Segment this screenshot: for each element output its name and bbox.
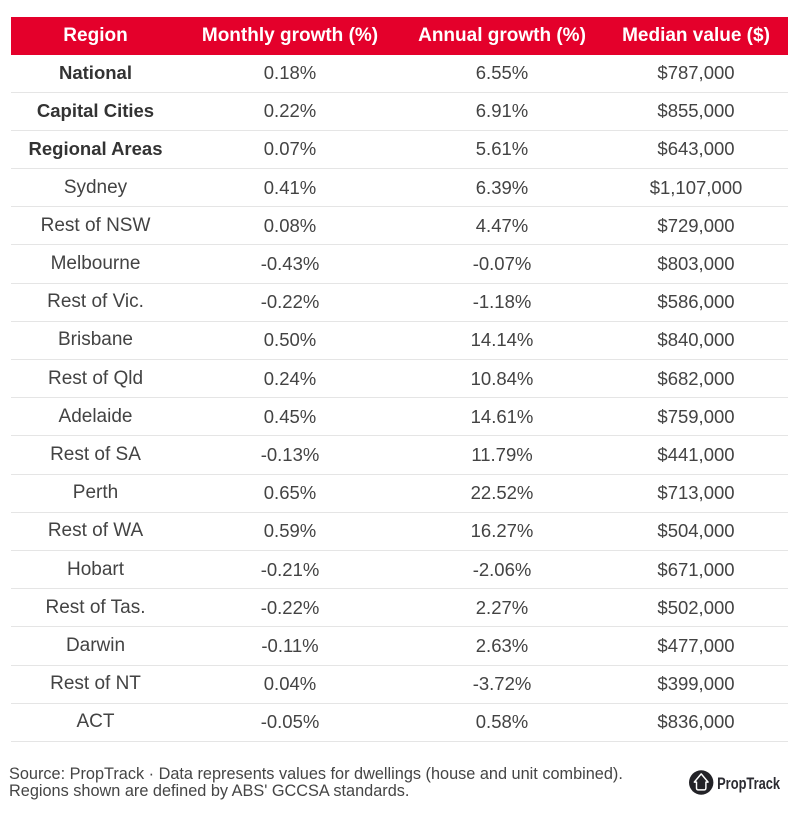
svg-text:PropTrack: PropTrack	[717, 774, 780, 793]
